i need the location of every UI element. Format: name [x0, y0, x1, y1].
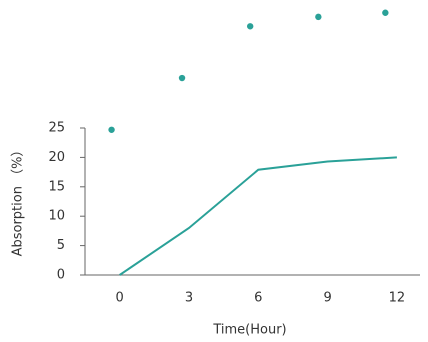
x-tick-label: 0: [116, 291, 124, 306]
y-tick-label: 25: [48, 121, 65, 136]
y-tick-label: 20: [48, 150, 65, 165]
x-tick-label: 3: [185, 291, 193, 306]
x-tick-label: 9: [323, 291, 331, 306]
y-tick-label: 5: [57, 238, 65, 253]
point: [108, 126, 115, 133]
y-tick-label: 10: [48, 209, 65, 224]
y-tick-label: 0: [57, 268, 65, 283]
y-tick-label: 15: [48, 179, 65, 194]
point: [382, 9, 389, 16]
point: [246, 23, 254, 30]
y-axis-label: Absorption （%）: [11, 144, 26, 257]
line: [119, 156, 397, 276]
x-tick-label: 12: [389, 291, 406, 306]
point: [178, 74, 186, 82]
x-axis-label: Time(Hour): [212, 323, 286, 338]
x-tick-label: 6: [254, 291, 262, 306]
point: [315, 13, 322, 21]
